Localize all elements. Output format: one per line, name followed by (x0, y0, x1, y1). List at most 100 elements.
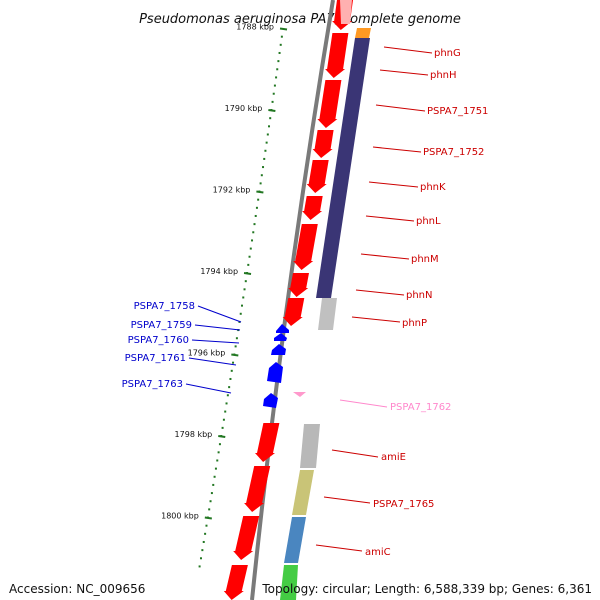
leader-PSPA7_1761 (188, 357, 237, 366)
gene-arrow (223, 565, 248, 600)
scale-dot (260, 174, 263, 177)
label-PSPA7_1761: PSPA7_1761 (125, 353, 186, 364)
gene-arrow (233, 516, 260, 560)
scale-dot (210, 492, 213, 495)
gene-arrow (312, 130, 334, 158)
scale-dot (268, 125, 271, 128)
scale-tick-label: 1800 kbp (161, 512, 199, 521)
strip-purple (316, 38, 370, 298)
leader-phnH (379, 69, 429, 76)
scale-tick-label: 1792 kbp (213, 186, 251, 195)
cog-color-strip (280, 28, 371, 600)
reverse-gene-glyphs (263, 324, 289, 408)
strip-gray-amie (300, 424, 320, 468)
scale-dot (257, 198, 260, 201)
gene-glyph-PSPA7_1758 (276, 324, 289, 333)
strip-steelblue (284, 517, 306, 563)
label-phnH: phnH (430, 70, 457, 81)
leader-PSPA7_1760 (191, 339, 240, 344)
gene-arrow (244, 466, 271, 512)
label-phnN: phnN (406, 290, 433, 301)
scale-dot (234, 345, 237, 348)
gene-arrow (325, 33, 349, 78)
scale-dot (205, 524, 208, 527)
scale-dot (263, 157, 266, 160)
scale-dots (198, 35, 283, 568)
accession-text: Accession: NC_009656 (9, 582, 146, 596)
label-phnL: phnL (416, 216, 441, 227)
scale-dot (208, 508, 211, 511)
label-phnP: phnP (402, 318, 427, 329)
label-PSPA7_1763: PSPA7_1763 (122, 379, 183, 390)
strip-orange (355, 28, 371, 38)
scale-dot (279, 43, 282, 46)
label-phnM: phnM (411, 254, 439, 265)
scale-dot (199, 557, 202, 560)
scale-tick-label: 1788 kbp (236, 23, 274, 32)
scale-dot (249, 247, 252, 250)
gene-glyph-PSPA7_1761 (267, 362, 283, 383)
leader-phnP (351, 316, 401, 323)
scale-dot (222, 418, 225, 421)
scale-tick-label: 1798 kbp (175, 430, 213, 439)
label-PSPA7_1751: PSPA7_1751 (427, 106, 488, 117)
scale-dot (265, 141, 268, 144)
scale-dot (204, 532, 207, 535)
label-amiC: amiC (365, 547, 391, 558)
genome-summary-text: Topology: circular; Length: 6,588,339 bp… (262, 582, 592, 596)
scale-major-tick (268, 109, 276, 113)
scale-dot (212, 483, 215, 486)
gene-arrow (317, 80, 342, 128)
scale-tick-label: 1796 kbp (188, 349, 226, 358)
scale-major-tick (256, 190, 264, 194)
scale-major-tick (231, 353, 239, 357)
scale-dot (243, 288, 246, 291)
label-PSPA7_1758: PSPA7_1758 (134, 301, 195, 312)
scale-dot (251, 239, 254, 242)
scale-dot (216, 459, 219, 462)
scale-dot (201, 549, 204, 552)
label-phnG: phnG (434, 48, 461, 59)
scale-major-tick (218, 435, 226, 439)
scale-dot (266, 133, 269, 136)
gene-arrow (302, 196, 323, 220)
label-amiE: amiE (381, 452, 406, 463)
leader-PSPA7_1758 (197, 305, 242, 323)
scale-dot (230, 369, 233, 372)
leader-amiC (315, 544, 363, 552)
scale-dot (202, 540, 205, 543)
gene-arrow (288, 273, 309, 297)
leader-phnN (355, 289, 405, 296)
scale-dot (244, 280, 247, 283)
scale-dot (224, 410, 227, 413)
gene-glyph-PSPA7_1762 (293, 392, 306, 397)
scale-dot (253, 223, 256, 226)
scale-dot (254, 214, 257, 217)
scale-dot (240, 304, 243, 307)
scale-dot (217, 451, 220, 454)
label-PSPA7_1762: PSPA7_1762 (390, 402, 451, 413)
scale-dot (278, 51, 281, 54)
scale-dot (232, 361, 235, 364)
scale-dot (235, 337, 238, 340)
genome-backbone (250, 0, 335, 600)
scale-dot (221, 426, 224, 429)
gene-arrow (293, 224, 318, 270)
scale-dot (280, 35, 283, 38)
scale-tick-label: 1790 kbp (225, 104, 263, 113)
label-PSPA7_1759: PSPA7_1759 (131, 320, 192, 331)
leader-phnK (368, 181, 419, 188)
scale-dot (272, 92, 275, 95)
scale-major-tick (243, 272, 252, 276)
gene-arrow-highlight (340, 0, 352, 24)
label-PSPA7_1752: PSPA7_1752 (423, 147, 484, 158)
leader-phnL (365, 215, 415, 222)
scale-dot (226, 394, 229, 397)
gene-arrow (282, 298, 305, 326)
scale-dot (225, 402, 228, 405)
scale-dot (214, 467, 217, 470)
map-title: Pseudomonas aeruginosa PA7, complete gen… (139, 12, 461, 27)
scale-dot (271, 100, 274, 103)
gene-glyph-PSPA7_1763 (263, 393, 278, 408)
